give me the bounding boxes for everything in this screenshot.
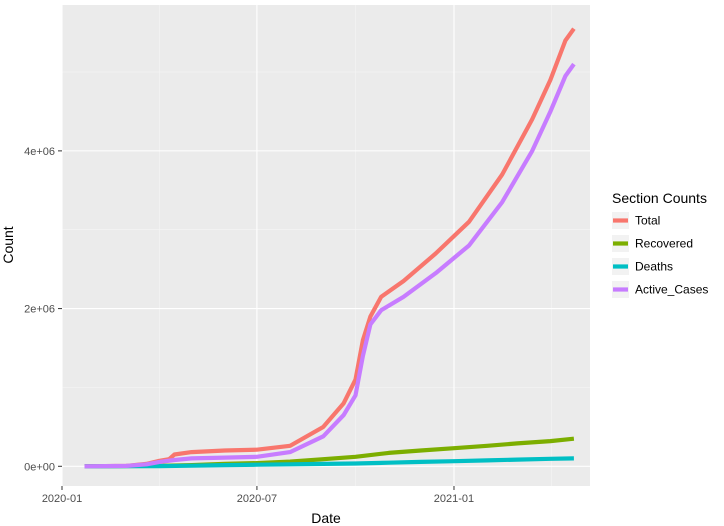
legend-label-total: Total bbox=[635, 214, 660, 228]
legend-title: Section Counts bbox=[612, 190, 707, 206]
x-tick-label: 2021-01 bbox=[434, 493, 474, 505]
legend-label-active-cases: Active_Cases bbox=[635, 283, 708, 297]
minor-gridlines bbox=[62, 5, 590, 486]
y-tick-label: 4e+06 bbox=[24, 146, 55, 158]
major-gridlines bbox=[61, 5, 590, 486]
axis-ticks: 2020-01 2020-07 2021-01 0e+00 2e+06 4e+06 bbox=[24, 146, 474, 505]
legend-label-deaths: Deaths bbox=[635, 260, 673, 274]
series-line-deaths bbox=[84, 456, 574, 469]
y-tick-label: 0e+00 bbox=[24, 461, 55, 473]
plot-panel bbox=[62, 5, 590, 486]
x-tick-label: 2020-07 bbox=[237, 493, 277, 505]
legend-label-recovered: Recovered bbox=[635, 237, 693, 251]
y-axis-title: Count bbox=[0, 226, 16, 263]
x-axis-title: Date bbox=[311, 510, 341, 526]
series-line-active-cases bbox=[84, 62, 576, 469]
y-tick-label: 2e+06 bbox=[24, 304, 55, 316]
series-lines bbox=[84, 27, 576, 469]
legend: Section Counts Total Recovered Deaths Activ… bbox=[612, 190, 708, 298]
x-tick-label: 2020-01 bbox=[42, 493, 82, 505]
